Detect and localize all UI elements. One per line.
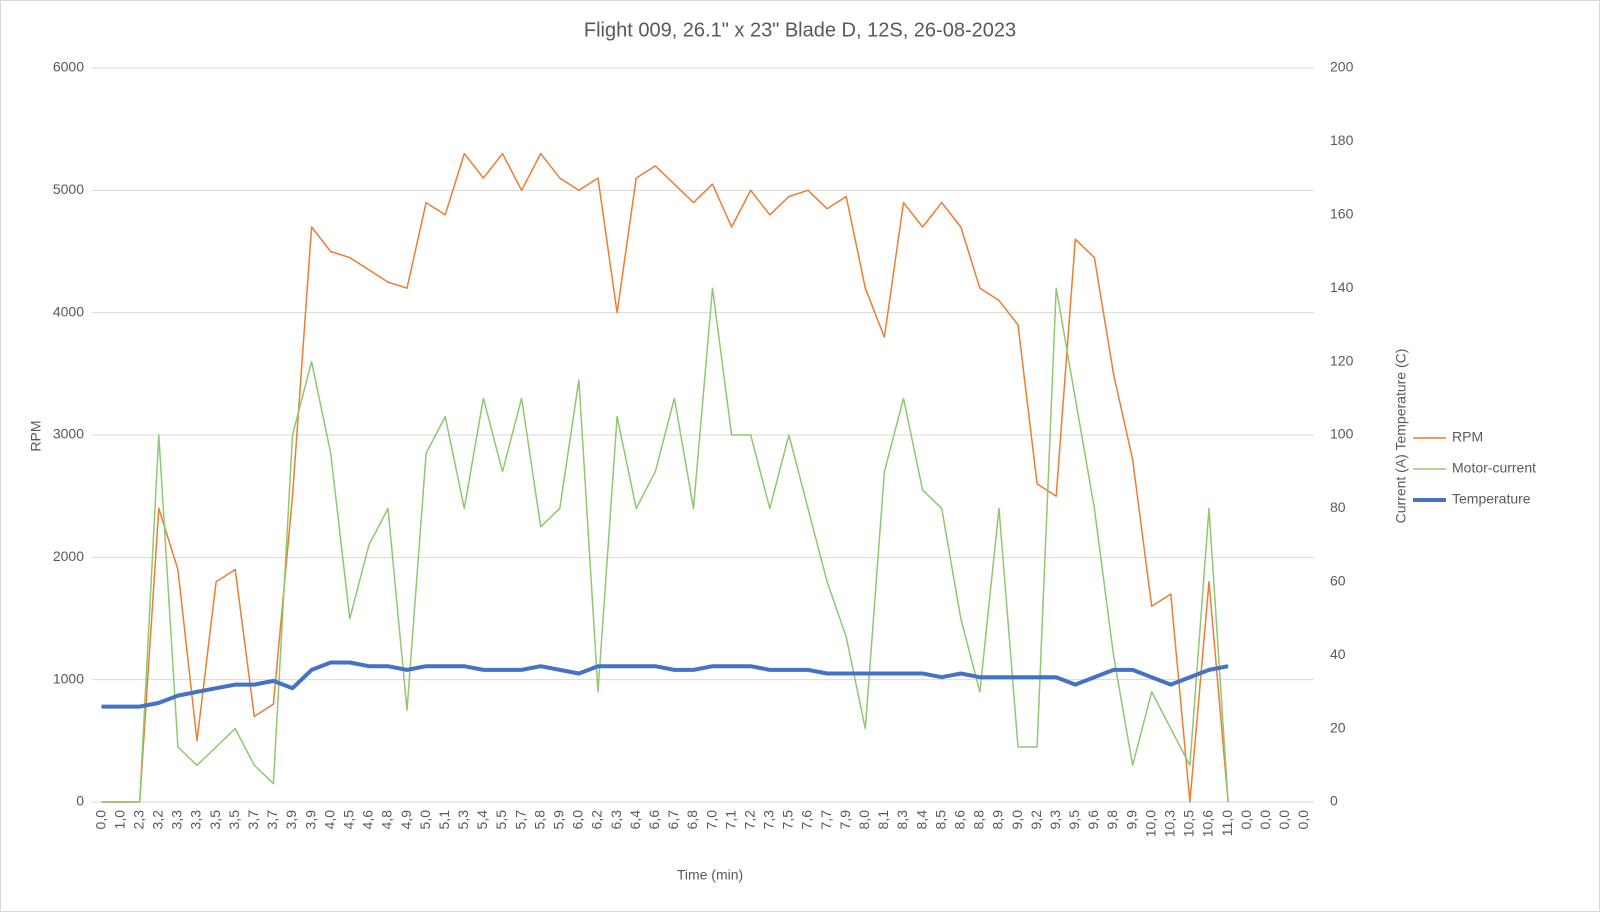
x-axis-title: Time (min) <box>677 867 743 883</box>
y2-tick-label: 0 <box>1330 793 1338 809</box>
y2-tick-label: 80 <box>1330 499 1346 515</box>
x-tick-label: 7,6 <box>799 810 815 830</box>
x-tick-label: 0,0 <box>1257 810 1273 830</box>
y2-tick-label: 20 <box>1330 719 1346 735</box>
x-tick-label: 7,1 <box>722 810 738 830</box>
x-tick-label: 9,6 <box>1085 810 1101 830</box>
x-tick-label: 3,9 <box>302 810 318 830</box>
x-tick-label: 9,3 <box>1047 810 1063 830</box>
x-tick-label: 0,0 <box>1295 810 1311 830</box>
y2-tick-label: 120 <box>1330 352 1354 368</box>
y2-tick-label: 140 <box>1330 279 1354 295</box>
x-tick-label: 5,3 <box>455 810 471 830</box>
x-tick-label: 5,1 <box>436 810 452 830</box>
x-tick-label: 0,0 <box>1238 810 1254 830</box>
y2-tick-label: 200 <box>1330 59 1354 75</box>
x-tick-label: 3,9 <box>283 810 299 830</box>
x-tick-label: 9,2 <box>1028 810 1044 830</box>
y2-tick-label: 160 <box>1330 206 1354 222</box>
x-tick-label: 4,8 <box>379 810 395 830</box>
x-tick-label: 5,5 <box>493 810 509 830</box>
x-tick-label: 9,0 <box>1009 810 1025 830</box>
x-tick-label: 8,6 <box>951 810 967 830</box>
x-tick-label: 3,5 <box>207 810 223 830</box>
x-tick-label: 3,2 <box>150 810 166 830</box>
y-tick-label: 1000 <box>53 670 84 686</box>
x-tick-label: 5,9 <box>551 810 567 830</box>
x-tick-label: 9,8 <box>1104 810 1120 830</box>
x-tick-label: 6,7 <box>665 810 681 830</box>
x-tick-label: 8,4 <box>913 810 929 830</box>
x-tick-label: 9,9 <box>1123 810 1139 830</box>
x-tick-label: 6,3 <box>608 810 624 830</box>
x-tick-label: 4,0 <box>321 810 337 830</box>
x-tick-label: 7,3 <box>761 810 777 830</box>
x-tick-label: 0,0 <box>92 810 108 830</box>
x-tick-label: 6,0 <box>570 810 586 830</box>
x-tick-label: 7,0 <box>703 810 719 830</box>
x-tick-label: 3,3 <box>169 810 185 830</box>
x-tick-label: 6,6 <box>646 810 662 830</box>
series-line <box>101 660 1229 709</box>
x-tick-label: 3,7 <box>264 810 280 830</box>
legend-label: Temperature <box>1452 491 1531 507</box>
legend-label: Motor-current <box>1452 460 1536 476</box>
x-tick-label: 8,9 <box>990 810 1006 830</box>
x-tick-label: 10,0 <box>1142 810 1158 837</box>
x-tick-label: 8,3 <box>894 810 910 830</box>
x-tick-label: 8,8 <box>971 810 987 830</box>
x-tick-label: 11,0 <box>1219 810 1235 836</box>
x-tick-label: 7,2 <box>741 810 757 830</box>
x-tick-label: 4,9 <box>398 810 414 830</box>
chart-title: Flight 009, 26.1" x 23" Blade D, 12S, 26… <box>584 19 1016 41</box>
x-tick-label: 3,3 <box>188 810 204 830</box>
x-tick-label: 10,5 <box>1181 810 1197 837</box>
x-tick-label: 5,7 <box>512 810 528 830</box>
x-tick-label: 8,5 <box>932 810 948 830</box>
x-tick-label: 4,6 <box>360 810 376 830</box>
x-tick-label: 3,5 <box>226 810 242 830</box>
x-tick-label: 2,3 <box>130 810 146 830</box>
x-tick-label: 0,0 <box>1276 810 1292 830</box>
x-tick-label: 3,7 <box>245 810 261 830</box>
x-tick-label: 4,5 <box>340 810 356 830</box>
y-tick-label: 5000 <box>53 181 84 197</box>
x-tick-label: 9,5 <box>1066 810 1082 830</box>
y-axis-title: RPM <box>28 420 44 451</box>
x-tick-label: 5,0 <box>417 810 433 830</box>
x-tick-label: 1,0 <box>111 810 127 830</box>
x-tick-label: 6,4 <box>627 810 643 830</box>
y-tick-label: 4000 <box>53 303 84 319</box>
y-tick-label: 3000 <box>53 426 84 442</box>
y-tick-label: 2000 <box>53 548 84 564</box>
x-tick-label: 5,8 <box>531 810 547 830</box>
x-tick-label: 10,3 <box>1162 810 1178 837</box>
y2-tick-label: 180 <box>1330 132 1354 148</box>
y2-tick-label: 60 <box>1330 573 1346 589</box>
x-tick-label: 7,9 <box>837 810 853 830</box>
y2-tick-label: 100 <box>1330 426 1354 442</box>
x-tick-label: 6,2 <box>589 810 605 830</box>
x-tick-label: 7,5 <box>780 810 796 830</box>
legend-label: RPM <box>1452 429 1483 445</box>
y2-tick-label: 40 <box>1330 646 1346 662</box>
series-line <box>101 287 1229 803</box>
x-tick-label: 10,6 <box>1200 810 1216 837</box>
x-tick-label: 8,0 <box>856 810 872 830</box>
y-tick-label: 0 <box>76 793 84 809</box>
x-tick-label: 5,4 <box>474 810 490 830</box>
y2-axis-title: Current (A) Temperature (C) <box>1393 349 1409 524</box>
x-tick-label: 7,7 <box>818 810 834 830</box>
series-line <box>101 152 1229 803</box>
x-tick-label: 8,1 <box>875 810 891 830</box>
x-tick-label: 6,8 <box>684 810 700 830</box>
y-tick-label: 6000 <box>53 59 84 75</box>
